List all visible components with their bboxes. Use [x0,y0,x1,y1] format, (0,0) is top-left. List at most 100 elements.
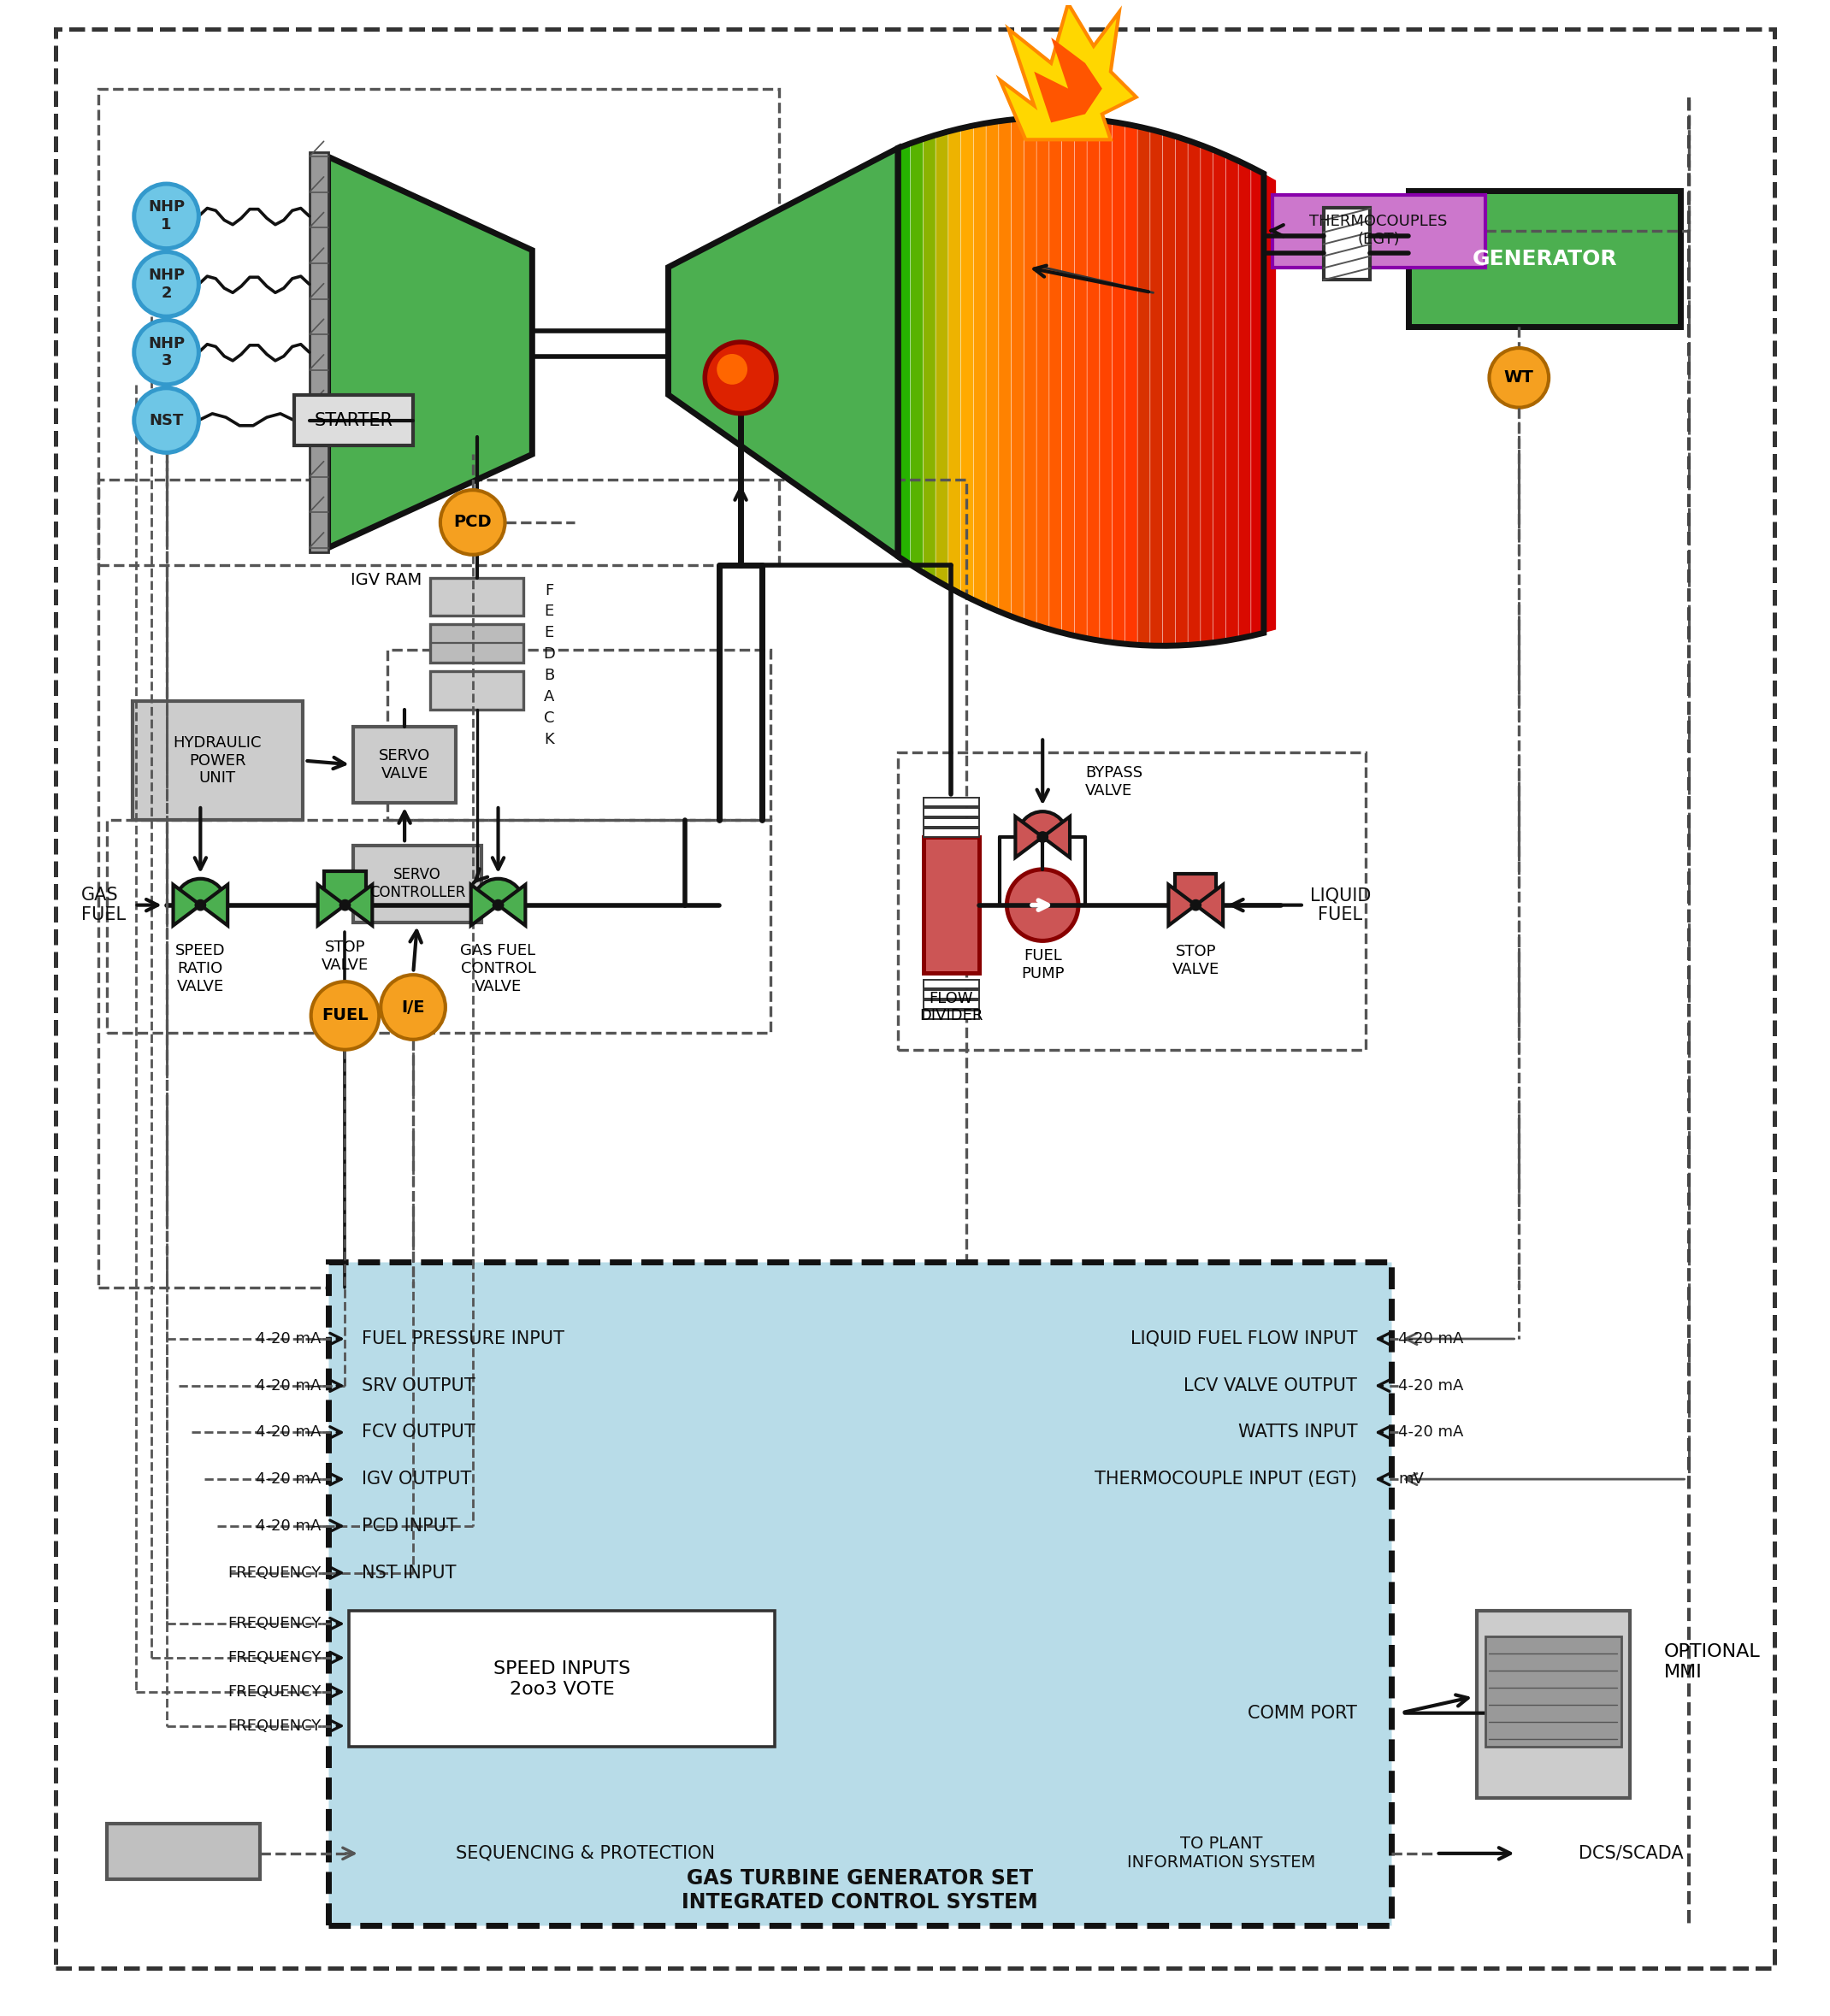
Bar [328,1262,1391,1925]
Circle shape [134,387,199,454]
Polygon shape [498,885,525,925]
Text: 4-20 mA: 4-20 mA [1398,1425,1464,1439]
Text: FUEL
PUMP: FUEL PUMP [1021,948,1065,982]
Polygon shape [974,123,986,607]
Wedge shape [1017,812,1067,837]
Text: COMM PORT: COMM PORT [1248,1706,1358,1722]
Bar [924,808,979,816]
Circle shape [311,982,379,1050]
Bar [924,818,979,827]
Polygon shape [668,147,899,556]
Text: FREQUENCY: FREQUENCY [227,1718,322,1734]
Polygon shape [911,139,922,573]
Text: LIQUID
FUEL: LIQUID FUEL [1310,887,1371,923]
Bar [430,579,523,617]
Circle shape [717,355,747,385]
Polygon shape [961,125,974,601]
Circle shape [134,252,199,317]
Polygon shape [986,121,999,611]
Polygon shape [346,885,371,925]
Bar [924,837,979,974]
Text: PCD INPUT: PCD INPUT [362,1518,458,1534]
Text: FREQUENCY: FREQUENCY [227,1651,322,1665]
Circle shape [1490,349,1548,407]
Polygon shape [1043,816,1071,857]
Text: FREQUENCY: FREQUENCY [227,1617,322,1631]
Bar [1477,1611,1629,1798]
Text: NHP
3: NHP 3 [148,335,185,369]
Text: LCV VALVE OUTPUT: LCV VALVE OUTPUT [1184,1377,1358,1395]
Bar [295,395,414,446]
Text: SERVO
CONTROLLER: SERVO CONTROLLER [370,867,465,901]
Polygon shape [1012,119,1023,621]
Bar [1175,873,1217,905]
Bar [1484,1637,1621,1748]
Polygon shape [1151,129,1162,645]
Polygon shape [328,157,533,548]
Text: SPEED
RATIO
VALVE: SPEED RATIO VALVE [176,943,225,994]
Polygon shape [1195,885,1222,925]
Polygon shape [935,131,948,587]
Bar [309,153,328,552]
Text: SRV OUTPUT: SRV OUTPUT [362,1377,476,1395]
Text: FUEL PRESSURE INPUT: FUEL PRESSURE INPUT [362,1331,565,1347]
Text: E: E [544,605,554,619]
Text: OPTIONAL
MMI: OPTIONAL MMI [1663,1643,1760,1681]
Text: FUEL: FUEL [322,1008,368,1024]
Circle shape [1038,833,1047,843]
Polygon shape [1200,145,1213,643]
Bar [1272,196,1484,268]
Polygon shape [1025,117,1036,625]
Bar [1409,192,1680,327]
Polygon shape [1034,38,1102,123]
Bar [430,671,523,710]
Bar [924,990,979,998]
Bar [353,726,456,802]
Text: WT: WT [1504,369,1534,385]
Bar [350,1611,774,1748]
Polygon shape [201,885,227,925]
Text: FREQUENCY: FREQUENCY [227,1683,322,1699]
Polygon shape [1188,141,1200,645]
Polygon shape [922,135,935,581]
Text: C: C [544,710,554,726]
Circle shape [441,490,505,554]
Text: 4-20 mA: 4-20 mA [1398,1379,1464,1393]
Polygon shape [1265,173,1276,633]
Polygon shape [1162,133,1175,645]
Bar [924,798,979,806]
Circle shape [134,321,199,385]
Bar [924,980,979,988]
Circle shape [134,183,199,248]
Polygon shape [1169,885,1195,925]
Polygon shape [1175,137,1188,645]
Circle shape [340,901,350,909]
Polygon shape [899,143,910,564]
Text: A: A [544,689,554,704]
Text: 4-20 mA: 4-20 mA [1398,1331,1464,1347]
Text: THERMOCOUPLE INPUT (EGT): THERMOCOUPLE INPUT (EGT) [1094,1470,1358,1488]
Text: GAS TURBINE GENERATOR SET
INTEGRATED CONTROL SYSTEM: GAS TURBINE GENERATOR SET INTEGRATED CON… [681,1869,1038,1911]
Text: IGV RAM: IGV RAM [350,573,421,589]
Polygon shape [470,885,498,925]
Polygon shape [1074,119,1087,639]
Polygon shape [1138,127,1149,645]
Bar [106,821,770,1032]
Text: 4-20 mA: 4-20 mA [256,1472,322,1488]
Text: FCV OUTPUT: FCV OUTPUT [362,1423,476,1441]
Circle shape [196,901,205,909]
Polygon shape [999,119,1012,617]
Bar [899,752,1365,1050]
Text: 4-20 mA: 4-20 mA [256,1379,322,1393]
Text: 4-20 mA: 4-20 mA [256,1518,322,1534]
Text: NHP
2: NHP 2 [148,268,185,300]
Text: FREQUENCY: FREQUENCY [227,1564,322,1581]
Polygon shape [1049,117,1061,633]
Circle shape [1006,869,1078,941]
Bar [99,89,780,564]
Polygon shape [1213,149,1226,643]
Bar [353,845,481,921]
Text: GENERATOR: GENERATOR [1471,248,1618,268]
Text: mV: mV [1398,1472,1424,1488]
Wedge shape [176,879,225,905]
